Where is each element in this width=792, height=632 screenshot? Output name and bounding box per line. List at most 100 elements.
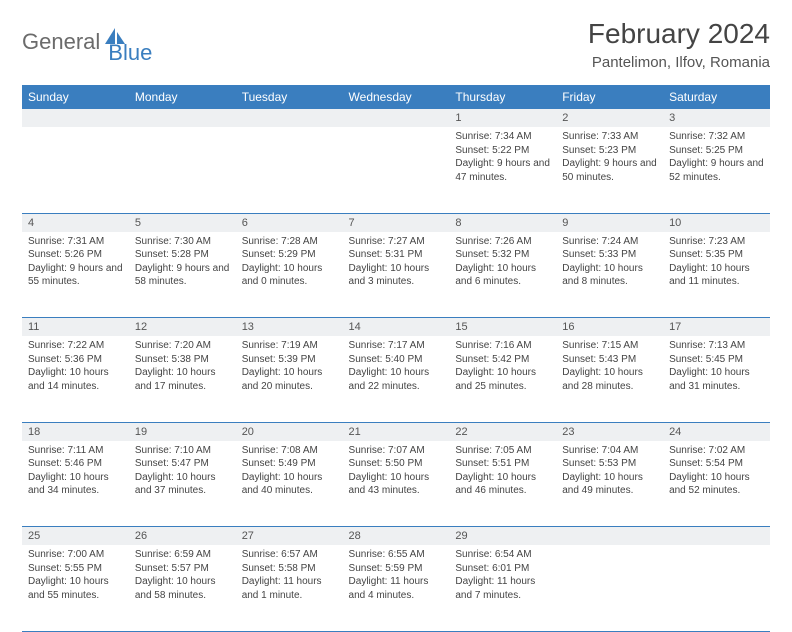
daylight-line: Daylight: 10 hours and 8 minutes. [562,262,657,289]
sunset-line: Sunset: 5:42 PM [455,353,550,367]
sunset-line: Sunset: 5:35 PM [669,248,764,262]
day-cell: Sunrise: 6:59 AMSunset: 5:57 PMDaylight:… [129,545,236,631]
sunset-line: Sunset: 5:55 PM [28,562,123,576]
sunrise-line: Sunrise: 7:04 AM [562,444,657,458]
day-cell: Sunrise: 6:57 AMSunset: 5:58 PMDaylight:… [236,545,343,631]
daylight-line: Daylight: 10 hours and 3 minutes. [349,262,444,289]
sunrise-line: Sunrise: 7:20 AM [135,339,230,353]
day-number: 27 [236,527,343,546]
daylight-line: Daylight: 9 hours and 47 minutes. [455,157,550,184]
day-cell: Sunrise: 7:13 AMSunset: 5:45 PMDaylight:… [663,336,770,422]
sunset-line: Sunset: 5:22 PM [455,144,550,158]
day-cell: Sunrise: 7:26 AMSunset: 5:32 PMDaylight:… [449,232,556,318]
weekday-header: Saturday [663,85,770,109]
header: General Blue February 2024 Pantelimon, I… [22,18,770,71]
sunset-line: Sunset: 5:47 PM [135,457,230,471]
sunrise-line: Sunrise: 7:24 AM [562,235,657,249]
daylight-line: Daylight: 10 hours and 52 minutes. [669,471,764,498]
sunrise-line: Sunrise: 7:31 AM [28,235,123,249]
sunset-line: Sunset: 5:43 PM [562,353,657,367]
daylight-line: Daylight: 10 hours and 46 minutes. [455,471,550,498]
daylight-line: Daylight: 10 hours and 6 minutes. [455,262,550,289]
sunrise-line: Sunrise: 7:05 AM [455,444,550,458]
daylight-line: Daylight: 10 hours and 55 minutes. [28,575,123,602]
day-number: 11 [22,318,129,337]
day-cell: Sunrise: 7:08 AMSunset: 5:49 PMDaylight:… [236,441,343,527]
sunrise-line: Sunrise: 7:26 AM [455,235,550,249]
sunset-line: Sunset: 5:29 PM [242,248,337,262]
day-number: 3 [663,109,770,127]
weekday-header: Thursday [449,85,556,109]
sunrise-line: Sunrise: 7:23 AM [669,235,764,249]
day-number: 13 [236,318,343,337]
sunrise-line: Sunrise: 7:32 AM [669,130,764,144]
day-number-row: 123 [22,109,770,127]
day-number: 2 [556,109,663,127]
sunset-line: Sunset: 5:31 PM [349,248,444,262]
sunrise-line: Sunrise: 7:33 AM [562,130,657,144]
day-cell: Sunrise: 6:55 AMSunset: 5:59 PMDaylight:… [343,545,450,631]
daylight-line: Daylight: 9 hours and 52 minutes. [669,157,764,184]
day-cell: Sunrise: 7:31 AMSunset: 5:26 PMDaylight:… [22,232,129,318]
sunrise-line: Sunrise: 7:15 AM [562,339,657,353]
sunset-line: Sunset: 5:28 PM [135,248,230,262]
daylight-line: Daylight: 10 hours and 0 minutes. [242,262,337,289]
day-number: 10 [663,213,770,232]
sunset-line: Sunset: 5:26 PM [28,248,123,262]
day-number-row: 45678910 [22,213,770,232]
day-number: 25 [22,527,129,546]
daylight-line: Daylight: 10 hours and 17 minutes. [135,366,230,393]
day-number: 5 [129,213,236,232]
logo-text-blue: Blue [108,40,152,66]
sunset-line: Sunset: 5:50 PM [349,457,444,471]
sunset-line: Sunset: 6:01 PM [455,562,550,576]
sunrise-line: Sunrise: 7:07 AM [349,444,444,458]
sunrise-line: Sunrise: 7:30 AM [135,235,230,249]
daylight-line: Daylight: 11 hours and 7 minutes. [455,575,550,602]
daylight-line: Daylight: 11 hours and 4 minutes. [349,575,444,602]
sunset-line: Sunset: 5:39 PM [242,353,337,367]
day-cell: Sunrise: 7:04 AMSunset: 5:53 PMDaylight:… [556,441,663,527]
day-number: 12 [129,318,236,337]
day-cell [129,127,236,213]
title-block: February 2024 Pantelimon, Ilfov, Romania [588,18,770,71]
day-cell: Sunrise: 7:24 AMSunset: 5:33 PMDaylight:… [556,232,663,318]
day-cell: Sunrise: 7:23 AMSunset: 5:35 PMDaylight:… [663,232,770,318]
sunset-line: Sunset: 5:33 PM [562,248,657,262]
weekday-header: Wednesday [343,85,450,109]
day-number [129,109,236,127]
day-number-row: 18192021222324 [22,422,770,441]
sunrise-line: Sunrise: 7:02 AM [669,444,764,458]
daylight-line: Daylight: 10 hours and 22 minutes. [349,366,444,393]
sunrise-line: Sunrise: 6:59 AM [135,548,230,562]
daylight-line: Daylight: 10 hours and 31 minutes. [669,366,764,393]
sunset-line: Sunset: 5:46 PM [28,457,123,471]
weekday-header: Monday [129,85,236,109]
sunrise-line: Sunrise: 7:16 AM [455,339,550,353]
day-cell: Sunrise: 7:15 AMSunset: 5:43 PMDaylight:… [556,336,663,422]
daylight-line: Daylight: 10 hours and 14 minutes. [28,366,123,393]
sunrise-line: Sunrise: 7:17 AM [349,339,444,353]
day-cell [22,127,129,213]
calendar-table: Sunday Monday Tuesday Wednesday Thursday… [22,85,770,632]
sunset-line: Sunset: 5:58 PM [242,562,337,576]
day-number [22,109,129,127]
sunrise-line: Sunrise: 7:19 AM [242,339,337,353]
daylight-line: Daylight: 10 hours and 20 minutes. [242,366,337,393]
sunrise-line: Sunrise: 7:00 AM [28,548,123,562]
sunset-line: Sunset: 5:45 PM [669,353,764,367]
day-body-row: Sunrise: 7:34 AMSunset: 5:22 PMDaylight:… [22,127,770,213]
sunrise-line: Sunrise: 6:57 AM [242,548,337,562]
daylight-line: Daylight: 10 hours and 37 minutes. [135,471,230,498]
day-cell: Sunrise: 7:28 AMSunset: 5:29 PMDaylight:… [236,232,343,318]
weekday-header: Tuesday [236,85,343,109]
sunrise-line: Sunrise: 7:11 AM [28,444,123,458]
day-cell: Sunrise: 7:34 AMSunset: 5:22 PMDaylight:… [449,127,556,213]
day-cell: Sunrise: 7:30 AMSunset: 5:28 PMDaylight:… [129,232,236,318]
sunset-line: Sunset: 5:25 PM [669,144,764,158]
day-cell [236,127,343,213]
day-cell: Sunrise: 7:22 AMSunset: 5:36 PMDaylight:… [22,336,129,422]
day-cell: Sunrise: 7:27 AMSunset: 5:31 PMDaylight:… [343,232,450,318]
day-cell: Sunrise: 7:33 AMSunset: 5:23 PMDaylight:… [556,127,663,213]
sunrise-line: Sunrise: 6:55 AM [349,548,444,562]
